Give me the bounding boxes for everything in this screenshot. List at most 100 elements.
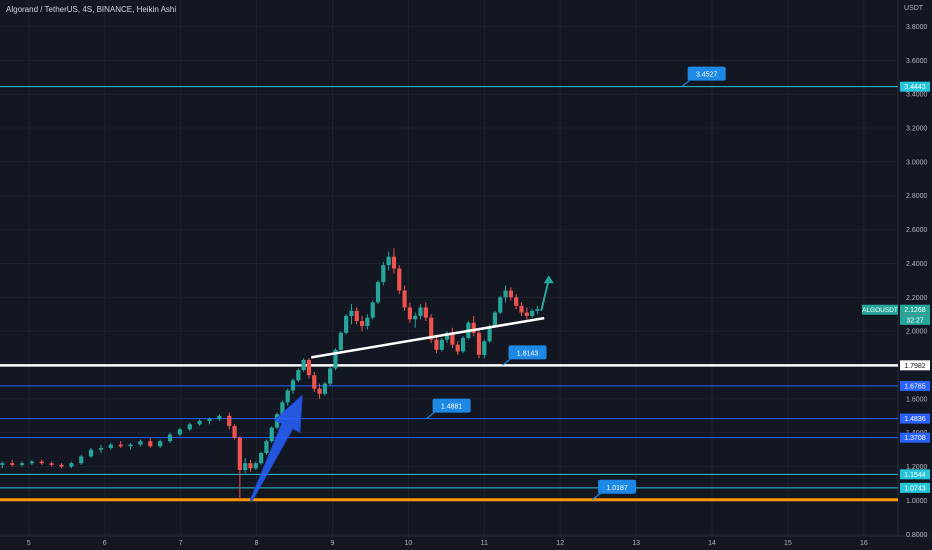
candle-body xyxy=(227,415,232,426)
candle-body xyxy=(232,425,237,438)
candle-body xyxy=(455,344,460,352)
candle-body xyxy=(264,441,269,454)
level-price-badge-label: 3.4443 xyxy=(904,84,926,91)
level-price-badge-label: 1.4836 xyxy=(904,416,926,423)
callout-label: 3.4527 xyxy=(696,72,718,79)
candle-body xyxy=(344,315,349,333)
current-price-badge xyxy=(900,314,930,325)
level-price-badge xyxy=(900,380,930,391)
candle-body xyxy=(338,332,343,350)
price-tick-label: 0.8000 xyxy=(906,532,928,539)
time-tick-label: 11 xyxy=(481,540,488,547)
candle-body xyxy=(158,441,163,447)
callout-box xyxy=(598,479,637,494)
candle-body xyxy=(29,461,34,464)
candle-body xyxy=(148,441,153,447)
candle-body xyxy=(519,305,524,313)
candle-body xyxy=(98,447,104,450)
candle-body xyxy=(19,463,25,465)
candle-body xyxy=(460,337,466,352)
candle-body xyxy=(397,268,402,291)
candle-body xyxy=(248,463,253,469)
price-tick-label: 2.0000 xyxy=(906,329,928,336)
candle-body xyxy=(524,312,529,316)
candle-body xyxy=(503,290,508,298)
candle-body xyxy=(79,456,84,464)
candle-body xyxy=(69,463,74,467)
candle-body xyxy=(418,307,423,316)
target-arrow-shaft xyxy=(540,279,550,312)
candle-body xyxy=(259,453,264,464)
time-tick-label: 14 xyxy=(708,540,716,547)
candle-body xyxy=(375,282,381,303)
candle-body xyxy=(128,444,133,447)
level-price-badge-label: 1.1544 xyxy=(904,472,926,479)
candle-body xyxy=(535,309,540,311)
callout-label: 1.4881 xyxy=(441,404,463,411)
candle-body xyxy=(118,444,123,447)
current-price-badge-label: 32:27 xyxy=(906,317,924,324)
candle-body xyxy=(429,317,434,340)
candle-body xyxy=(243,463,248,470)
candle-body xyxy=(514,297,519,306)
symbol-badge-label: ALGOUSDT xyxy=(862,307,898,314)
candle-body xyxy=(423,307,428,318)
candle-body xyxy=(10,463,15,465)
candle-body xyxy=(482,341,487,355)
candle-body xyxy=(317,388,322,394)
candle-body xyxy=(333,349,338,369)
level-price-badge-label: 1.6765 xyxy=(904,383,926,390)
time-tick-label: 7 xyxy=(179,540,183,547)
level-price-badge xyxy=(900,432,930,443)
candle-body xyxy=(450,332,455,345)
candle-body xyxy=(108,444,113,448)
candle-body xyxy=(177,429,183,435)
time-tick-label: 5 xyxy=(27,540,31,547)
price-tick-label: 1.6000 xyxy=(906,396,928,403)
candle-body xyxy=(386,256,391,266)
candle-body xyxy=(407,307,413,320)
candle-body xyxy=(445,332,450,340)
time-tick-label: 8 xyxy=(255,540,259,547)
candle-body xyxy=(39,461,44,464)
candle-body xyxy=(138,441,143,445)
candle-body xyxy=(471,322,476,333)
candle-body xyxy=(269,427,274,442)
candle-body xyxy=(322,383,327,394)
price-tick-label: 3.8000 xyxy=(906,24,928,31)
price-axis-currency[interactable]: USDT xyxy=(904,5,924,12)
level-price-badge xyxy=(900,413,930,424)
support-trendline xyxy=(311,316,545,359)
level-price-badge xyxy=(900,360,930,371)
candle-body xyxy=(0,463,5,465)
price-tick-label: 3.6000 xyxy=(906,58,928,65)
callout-label: 1.8143 xyxy=(517,350,539,357)
candle-body xyxy=(253,463,258,469)
price-tick-label: 3.2000 xyxy=(906,126,928,133)
price-tick-label: 1.0000 xyxy=(906,498,928,505)
candle-body xyxy=(197,420,202,425)
price-tick-label: 2.2000 xyxy=(906,295,928,302)
level-price-badge xyxy=(900,469,930,480)
candle-body xyxy=(280,402,285,415)
time-tick-label: 15 xyxy=(784,540,792,547)
candle-body xyxy=(207,419,212,421)
price-tick-label: 2.6000 xyxy=(906,227,928,234)
candle-body xyxy=(370,302,375,318)
candle-body xyxy=(413,315,418,320)
candle-body xyxy=(285,390,290,403)
chart-title: Algorand / TetherUS, 4S, BINANCE, Heikin… xyxy=(6,5,177,14)
time-tick-label: 9 xyxy=(331,540,335,547)
candle-body xyxy=(487,326,492,342)
candle-body xyxy=(402,290,407,308)
candle-body xyxy=(365,317,370,327)
candle-body xyxy=(439,339,444,350)
price-tick-label: 1.2000 xyxy=(906,464,928,471)
candle-body xyxy=(328,368,333,384)
price-tick-label: 3.4000 xyxy=(906,92,928,99)
level-price-badge xyxy=(900,81,930,92)
time-tick-label: 13 xyxy=(632,540,640,547)
candle-body xyxy=(476,332,482,355)
